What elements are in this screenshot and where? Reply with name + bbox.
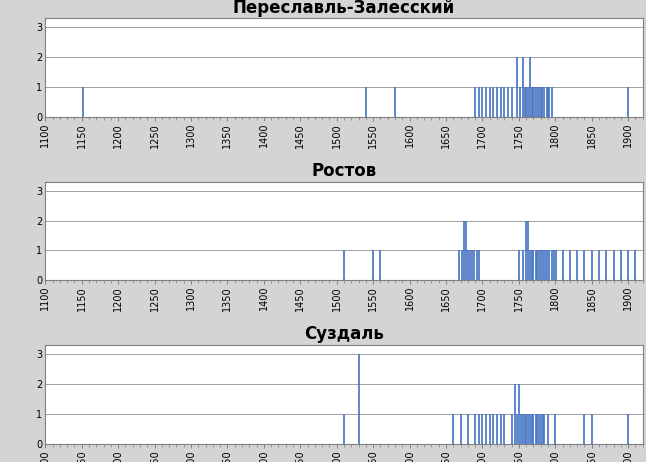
Title: Переславль-Залесский: Переславль-Залесский [233, 0, 455, 17]
Title: Ростов: Ростов [311, 162, 377, 180]
Title: Суздаль: Суздаль [304, 325, 384, 343]
